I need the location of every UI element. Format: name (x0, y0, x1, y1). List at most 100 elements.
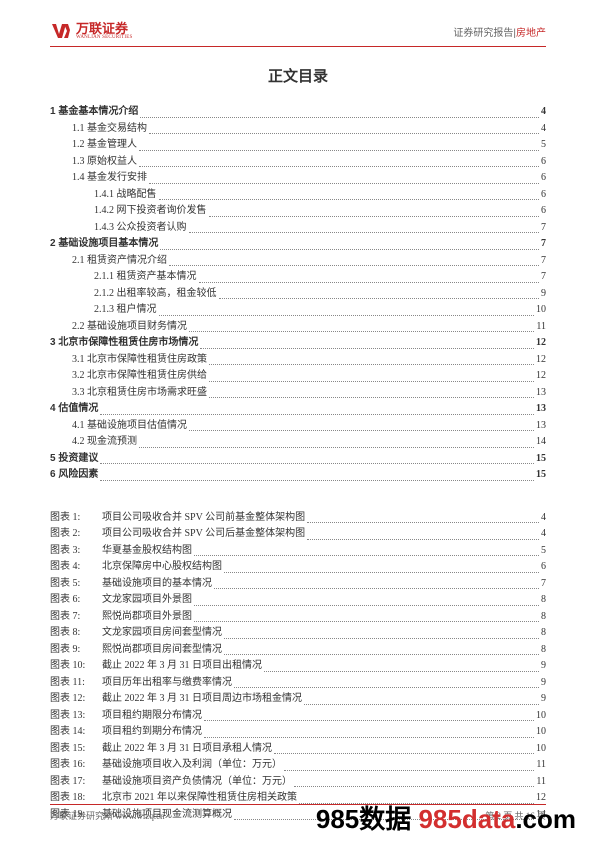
figure-page: 8 (541, 592, 546, 609)
toc-leader (149, 170, 539, 184)
toc-label: 1.4.3 公众投资者认购 (94, 220, 187, 237)
figure-leader (264, 658, 539, 672)
figure-list: 图表 1:项目公司吸收合并 SPV 公司前基金整体架构图4图表 2:项目公司吸收… (50, 510, 546, 824)
toc-label: 2.2 基础设施项目财务情况 (72, 319, 187, 336)
figure-entry: 图表 2:项目公司吸收合并 SPV 公司后基金整体架构图4 (50, 526, 546, 543)
toc-page: 12 (536, 335, 546, 352)
toc-page: 13 (536, 385, 546, 402)
figure-page: 9 (541, 691, 546, 708)
toc-leader (169, 253, 539, 267)
toc-leader (160, 236, 539, 250)
toc-leader (209, 203, 540, 217)
toc-entry: 2 基础设施项目基本情况7 (50, 236, 546, 253)
logo-text: 万联证券 WANLIAN SECURITIES (76, 22, 133, 40)
figure-number: 图表 9: (50, 642, 102, 659)
wm-b: 985data (418, 804, 515, 834)
toc-entry: 5 投资建议 15 (50, 451, 546, 468)
figure-leader (224, 625, 539, 639)
figure-entry: 图表 16:基础设施项目收入及利润（单位：万元） 11 (50, 757, 546, 774)
footer-left: 万联证券研究所 www.wlzq.cn (50, 809, 165, 822)
toc-leader (100, 401, 534, 415)
toc-label: 1.1 基金交易结构 (72, 121, 147, 138)
figure-title: 项目租约到期分布情况 (102, 724, 202, 741)
wm-a: 985数据 (316, 804, 419, 834)
figure-page: 10 (536, 724, 546, 741)
figure-leader (307, 510, 539, 524)
toc-label: 1.4.1 战略配售 (94, 187, 157, 204)
figure-entry: 图表 6:文龙家园项目外景图 8 (50, 592, 546, 609)
toc-label: 1 基金基本情况介绍 (50, 104, 138, 121)
figure-number: 图表 3: (50, 543, 102, 560)
toc-page: 4 (541, 104, 546, 121)
toc-label: 3 北京市保障性租赁住房市场情况 (50, 335, 198, 352)
figure-leader (234, 675, 539, 689)
toc-page: 11 (536, 319, 546, 336)
toc-entry: 1 基金基本情况介绍 4 (50, 104, 546, 121)
figure-number: 图表 16: (50, 757, 102, 774)
toc-label: 1.3 原始权益人 (72, 154, 137, 171)
figure-number: 图表 6: (50, 592, 102, 609)
toc-label: 4 估值情况 (50, 401, 98, 418)
toc-page: 9 (541, 286, 546, 303)
toc-page: 7 (541, 269, 546, 286)
figure-leader (274, 741, 534, 755)
toc-page: 15 (536, 451, 546, 468)
watermark: 985数据 985data.com (316, 799, 576, 836)
figure-title: 基础设施项目收入及利润（单位：万元） (102, 757, 282, 774)
toc-page: 13 (536, 401, 546, 418)
toc-entry: 2.1.3 租户情况10 (50, 302, 546, 319)
toc-label: 1.2 基金管理人 (72, 137, 137, 154)
figure-page: 10 (536, 708, 546, 725)
toc-leader (199, 269, 540, 283)
figure-title: 华夏基金股权结构图 (102, 543, 192, 560)
figure-entry: 图表 4:北京保障房中心股权结构图6 (50, 559, 546, 576)
figure-title: 熙悦尚郡项目外景图 (102, 609, 192, 626)
figure-number: 图表 7: (50, 609, 102, 626)
figure-title: 项目历年出租率与缴费率情况 (102, 675, 232, 692)
figure-entry: 图表 9:熙悦尚郡项目房间套型情况8 (50, 642, 546, 659)
toc-label: 2.1.2 出租率较高，租金较低 (94, 286, 217, 303)
toc-leader (139, 137, 539, 151)
toc-entry: 4.1 基础设施项目估值情况13 (50, 418, 546, 435)
figure-title: 文龙家园项目房间套型情况 (102, 625, 222, 642)
toc-label: 2.1.3 租户情况 (94, 302, 157, 319)
figure-page: 9 (541, 675, 546, 692)
figure-title: 北京保障房中心股权结构图 (102, 559, 222, 576)
toc-label: 5 投资建议 (50, 451, 98, 468)
figure-entry: 图表 7:熙悦尚郡项目外景图8 (50, 609, 546, 626)
figure-page: 11 (536, 757, 546, 774)
toc-entry: 4.2 现金流预测14 (50, 434, 546, 451)
toc-entry: 3.1 北京市保障性租赁住房政策12 (50, 352, 546, 369)
logo-en: WANLIAN SECURITIES (76, 35, 133, 40)
figure-page: 9 (541, 658, 546, 675)
figure-entry: 图表 13:项目租约期限分布情况10 (50, 708, 546, 725)
toc-entry: 1.3 原始权益人6 (50, 154, 546, 171)
toc-leader (100, 467, 534, 481)
figure-number: 图表 2: (50, 526, 102, 543)
figure-leader (194, 592, 539, 606)
toc-entry: 1.4.3 公众投资者认购 7 (50, 220, 546, 237)
toc-label: 6 风险因素 (50, 467, 98, 484)
toc-leader (149, 121, 539, 135)
toc-label: 2 基础设施项目基本情况 (50, 236, 158, 253)
figure-number: 图表 4: (50, 559, 102, 576)
toc-leader (159, 302, 535, 316)
figure-number: 图表 8: (50, 625, 102, 642)
header-right: 证券研究报告|房地产 (453, 24, 546, 39)
figure-leader (204, 724, 534, 738)
toc-leader (139, 434, 534, 448)
logo-cn: 万联证券 (76, 22, 133, 35)
wm-c: .com (515, 804, 576, 834)
toc-entry: 1.4.1 战略配售6 (50, 187, 546, 204)
figure-entry: 图表 14:项目租约到期分布情况10 (50, 724, 546, 741)
figure-title: 文龙家园项目外景图 (102, 592, 192, 609)
toc-leader (200, 335, 534, 349)
figure-entry: 图表 12:截止 2022 年 3 月 31 日项目周边市场租金情况9 (50, 691, 546, 708)
toc-entry: 3.2 北京市保障性租赁住房供给12 (50, 368, 546, 385)
figure-number: 图表 5: (50, 576, 102, 593)
toc-page: 6 (541, 170, 546, 187)
toc-entry: 4 估值情况 13 (50, 401, 546, 418)
toc-page: 7 (541, 220, 546, 237)
toc-entry: 1.1 基金交易结构4 (50, 121, 546, 138)
figure-page: 4 (541, 526, 546, 543)
